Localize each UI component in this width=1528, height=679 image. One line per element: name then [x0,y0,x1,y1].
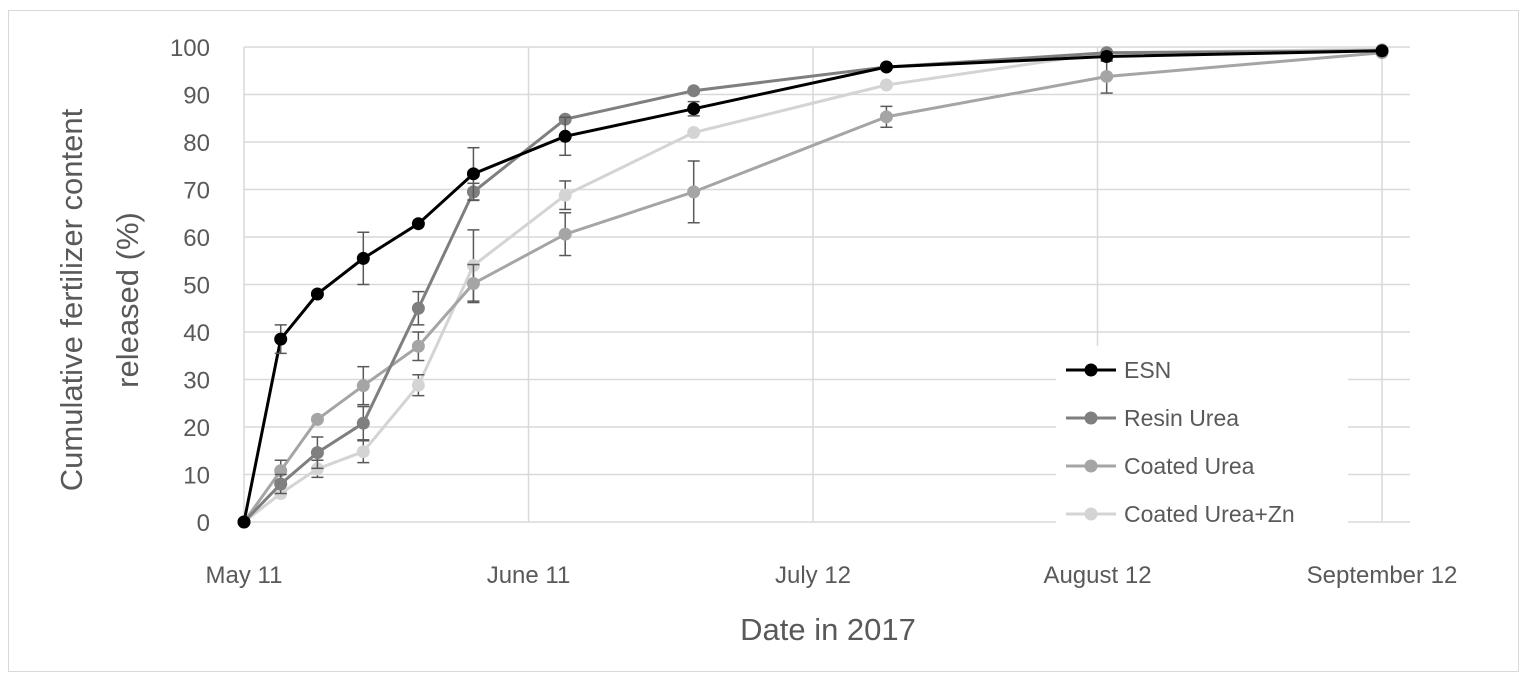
data-point [687,126,701,139]
data-point [310,446,324,460]
data-point [310,412,324,426]
legend-label: Resin Urea [1124,405,1239,431]
legend-swatch-marker [1084,411,1098,425]
data-point [879,78,893,92]
x-tick-label: August 12 [1043,562,1151,589]
data-point [1100,69,1114,83]
data-point [1375,44,1389,58]
x-axis-title: Date in 2017 [740,612,916,647]
legend-swatch-marker [1084,507,1098,521]
data-point [687,185,701,199]
legend-label: Coated Urea [1124,453,1255,479]
data-point [411,301,425,315]
data-point [558,227,572,241]
x-tick-label: July 12 [775,562,851,589]
y-axis-ticks: 0 10 20 30 40 50 60 70 80 90 100 [170,35,210,537]
data-point [687,102,701,116]
y-tick-label: 80 [183,130,210,157]
y-tick-label: 0 [197,510,210,537]
data-point [466,277,480,291]
legend: ESN Resin Urea Coated Urea Coated Urea+Zn [1056,346,1348,542]
x-axis-ticks: May 11 June 11 July 12 August 12 September 1… [206,562,1458,589]
legend-swatch-marker [1084,459,1098,473]
y-tick-label: 70 [183,178,210,205]
data-point [356,416,370,430]
legend-background [1056,346,1348,542]
y-axis-title: Cumulative fertilizer content released (… [54,108,145,491]
y-axis-title-line-2: released (%) [110,212,145,388]
data-point [310,287,324,301]
y-tick-label: 10 [183,463,210,490]
x-tick-label: June 11 [487,562,571,589]
data-point [411,339,425,353]
series-layer [237,42,1389,529]
y-tick-label: 40 [183,320,210,347]
legend-label: Coated Urea+Zn [1124,501,1295,527]
data-point [879,110,893,124]
data-point [687,84,701,98]
data-point [558,129,572,143]
data-point [356,251,370,265]
data-point [879,60,893,74]
x-tick-label: September 12 [1307,562,1458,589]
y-tick-label: 50 [183,273,210,300]
data-point [466,167,480,181]
data-point [274,332,288,346]
legend-swatch-marker [1084,363,1098,377]
y-tick-label: 20 [183,415,210,442]
y-axis-title-line-1: Cumulative fertilizer content [54,108,89,491]
chart-border [8,10,1519,672]
series-esn [237,44,1389,529]
data-point [558,188,572,202]
data-point [411,378,425,392]
legend-label: ESN [1124,357,1171,383]
x-tick-label: May 11 [206,562,283,589]
y-tick-label: 60 [183,225,210,252]
data-point [237,515,251,529]
y-tick-label: 30 [183,368,210,395]
data-point [411,217,425,231]
data-point [356,445,370,459]
data-point [356,379,370,393]
data-point [1100,50,1114,63]
data-point [274,477,288,491]
y-tick-label: 100 [170,35,210,62]
y-tick-label: 90 [183,83,210,110]
